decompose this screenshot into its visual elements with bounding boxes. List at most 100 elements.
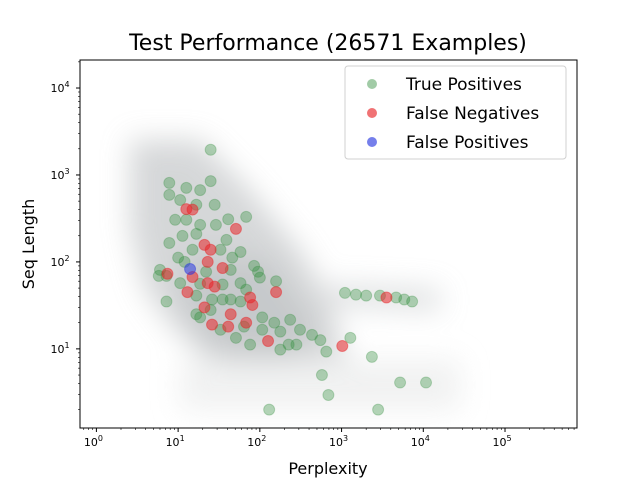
legend-marker <box>367 108 377 118</box>
data-point <box>172 251 185 264</box>
data-point <box>360 289 373 302</box>
data-point <box>222 213 235 226</box>
data-point <box>268 316 281 329</box>
data-point <box>163 237 176 250</box>
data-point <box>322 388 335 401</box>
y-tick-label: 102 <box>50 254 69 269</box>
data-point <box>398 293 411 306</box>
data-point <box>163 176 176 189</box>
legend-box <box>344 65 567 160</box>
data-point <box>248 259 261 272</box>
data-point <box>229 331 242 344</box>
legend-marker <box>367 137 377 147</box>
data-point <box>244 291 257 304</box>
data-point <box>274 325 287 338</box>
x-tick-label: 101 <box>166 434 185 449</box>
data-point <box>240 210 253 223</box>
data-point <box>184 262 197 275</box>
data-point <box>169 213 182 226</box>
data-point <box>394 376 407 389</box>
x-tick-label: 100 <box>84 434 103 449</box>
data-point <box>420 376 433 389</box>
data-point <box>200 265 213 278</box>
data-point <box>253 271 266 284</box>
data-point <box>222 320 235 333</box>
data-point <box>201 255 214 268</box>
legend-label: True Positives <box>405 75 522 95</box>
data-point <box>204 143 217 156</box>
data-point <box>208 280 221 293</box>
data-point <box>282 338 295 351</box>
data-point <box>306 328 319 341</box>
data-point <box>190 227 203 240</box>
legend: True Positives False Negatives False Posit… <box>344 65 567 160</box>
data-point <box>372 403 385 416</box>
data-point <box>206 318 219 331</box>
data-point <box>344 331 357 344</box>
data-point <box>181 286 194 299</box>
data-point <box>336 339 349 352</box>
data-point <box>290 338 303 351</box>
x-tick-label: 102 <box>247 434 266 449</box>
data-point <box>274 343 287 356</box>
data-point <box>216 262 229 275</box>
data-point <box>229 222 242 235</box>
data-point <box>161 267 174 280</box>
data-point <box>320 345 333 358</box>
data-point <box>214 243 227 256</box>
x-tick-label: 103 <box>329 434 348 449</box>
legend-entry: False Negatives <box>367 104 539 124</box>
x-axis-label: Perplexity <box>288 459 367 478</box>
data-point <box>294 323 307 336</box>
data-point <box>220 233 233 246</box>
data-point <box>365 350 378 363</box>
data-point <box>194 311 207 324</box>
plot-area-frame <box>79 59 578 429</box>
data-point <box>194 184 207 197</box>
data-point <box>234 277 247 290</box>
data-point <box>209 218 222 231</box>
data-point <box>284 313 297 326</box>
data-point <box>216 293 229 306</box>
data-point <box>176 229 189 242</box>
legend-entry: False Positives <box>367 133 529 153</box>
data-point <box>234 246 247 259</box>
data-point <box>194 218 207 231</box>
series-false-negatives <box>161 203 393 352</box>
data-point <box>256 311 269 324</box>
series-false-positives <box>184 262 197 275</box>
data-point <box>380 291 393 304</box>
y-tick-label: 101 <box>50 341 69 356</box>
data-point <box>174 277 187 290</box>
data-point <box>160 295 173 308</box>
data-point <box>338 286 351 299</box>
data-point <box>226 251 239 264</box>
legend-marker <box>367 79 377 89</box>
data-point <box>190 308 203 321</box>
data-point <box>315 369 328 382</box>
chart-title: Test Performance (26571 Examples) <box>128 31 527 56</box>
data-point <box>198 301 211 314</box>
data-point <box>256 323 269 336</box>
data-point <box>224 293 237 306</box>
data-point <box>224 308 237 321</box>
series-true-positives <box>152 143 433 416</box>
data-point <box>208 198 221 211</box>
y-tick-label: 104 <box>50 80 69 95</box>
data-point <box>314 334 327 347</box>
data-point <box>180 181 193 194</box>
data-point <box>349 288 362 301</box>
x-tick-label: 104 <box>411 434 430 449</box>
data-point <box>244 338 257 351</box>
data-point <box>206 293 219 306</box>
data-point <box>270 275 283 288</box>
data-point <box>186 203 199 216</box>
legend-label: False Positives <box>406 133 529 153</box>
y-tick-label: 103 <box>50 167 69 182</box>
data-point <box>163 188 176 201</box>
data-point <box>262 335 275 348</box>
data-point <box>263 403 276 416</box>
data-point <box>186 243 199 256</box>
x-tick-label: 105 <box>492 434 511 449</box>
